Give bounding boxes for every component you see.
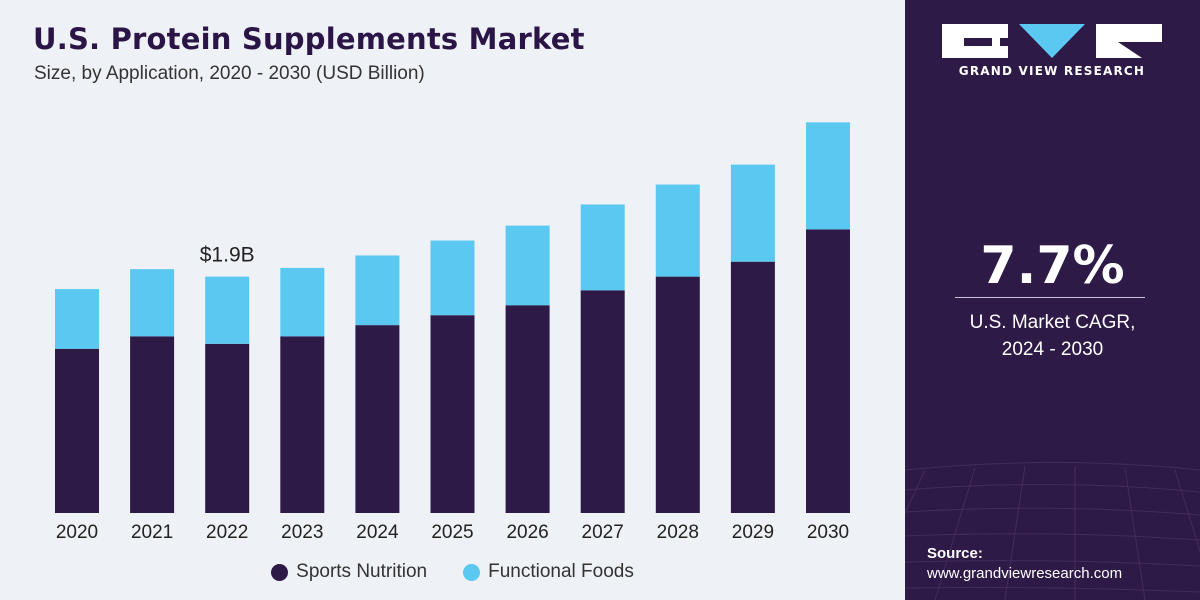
- bar-sports-nutrition-2026: [505, 305, 550, 513]
- legend-label-functional-foods: Functional Foods: [488, 561, 634, 582]
- bar-functional-foods-2028: [655, 184, 700, 277]
- x-tick-label-2030: 2030: [807, 522, 849, 543]
- x-tick-label-2029: 2029: [732, 522, 774, 543]
- bar-functional-foods-2020: [55, 289, 99, 349]
- brand-panel: GRAND VIEW RESEARCH 7.7% U.S. Market CAG…: [905, 0, 1200, 600]
- data-label-2022: $1.9B: [200, 244, 255, 267]
- bar-functional-foods-2022: [205, 276, 250, 344]
- grand-view-research-logo-icon: [942, 24, 1162, 58]
- bar-sports-nutrition-2020: [55, 348, 99, 513]
- legend-swatch-sports-nutrition: [271, 563, 289, 581]
- brand-name: GRAND VIEW RESEARCH: [958, 64, 1146, 78]
- legend-item-sports-nutrition: Sports Nutrition: [271, 561, 427, 583]
- x-tick-label-2026: 2026: [506, 522, 548, 543]
- bar-functional-foods-2021: [130, 269, 175, 337]
- x-tick-label-2028: 2028: [657, 522, 699, 543]
- legend-label-sports-nutrition: Sports Nutrition: [296, 561, 428, 582]
- cagr-divider: [955, 297, 1145, 298]
- chart-panel: U.S. Protein Supplements Market Size, by…: [0, 0, 905, 600]
- legend-swatch-functional-foods: [463, 563, 481, 581]
- bar-sports-nutrition-2021: [130, 336, 175, 513]
- x-tick-label-2020: 2020: [56, 522, 98, 543]
- source-link[interactable]: www.grandviewresearch.com: [927, 565, 1123, 582]
- bar-sports-nutrition-2022: [205, 343, 250, 513]
- bar-functional-foods-2025: [430, 240, 475, 316]
- bar-sports-nutrition-2029: [730, 261, 775, 513]
- chart-title: U.S. Protein Supplements Market: [33, 22, 585, 56]
- bar-sports-nutrition-2027: [580, 290, 625, 513]
- bar-sports-nutrition-2028: [655, 276, 700, 513]
- stacked-bar-chart: 2020 2021 2022 $1.9B 2023 2024 2025 2026 2027 202…: [55, 122, 850, 543]
- source-block: Source: www.grandviewresearch.com: [927, 545, 1122, 582]
- source-label: Source:: [927, 545, 983, 562]
- bar-functional-foods-2030: [806, 122, 850, 230]
- x-tick-label-2024: 2024: [356, 522, 399, 543]
- chart-legend: Sports Nutrition Functional Foods: [0, 561, 905, 583]
- bar-sports-nutrition-2024: [355, 325, 400, 513]
- x-tick-label-2027: 2027: [582, 522, 624, 543]
- x-tick-label-2022: 2022: [206, 522, 248, 543]
- bar-functional-foods-2029: [730, 164, 775, 262]
- cagr-label-line-2: 2024 - 2030: [1001, 339, 1104, 360]
- bar-functional-foods-2026: [505, 225, 550, 306]
- x-tick-label-2023: 2023: [281, 522, 323, 543]
- brand-logo: GRAND VIEW RESEARCH: [942, 24, 1162, 78]
- bar-sports-nutrition-2025: [430, 315, 475, 513]
- decorative-grid: [905, 462, 1200, 600]
- cagr-label-line-1: U.S. Market CAGR,: [969, 312, 1136, 333]
- x-tick-label-2025: 2025: [431, 522, 473, 543]
- cagr-label: U.S. Market CAGR, 2024 - 2030: [905, 309, 1200, 363]
- legend-item-functional-foods: Functional Foods: [463, 561, 634, 583]
- bar-sports-nutrition-2023: [280, 336, 325, 513]
- bar-functional-foods-2024: [355, 255, 400, 326]
- bar-functional-foods-2027: [580, 204, 625, 291]
- bar-functional-foods-2023: [280, 267, 325, 337]
- cagr-value: 7.7%: [980, 236, 1125, 296]
- bar-sports-nutrition-2030: [806, 229, 850, 513]
- chart-subtitle: Size, by Application, 2020 - 2030 (USD B…: [34, 63, 425, 84]
- x-tick-label-2021: 2021: [131, 522, 173, 543]
